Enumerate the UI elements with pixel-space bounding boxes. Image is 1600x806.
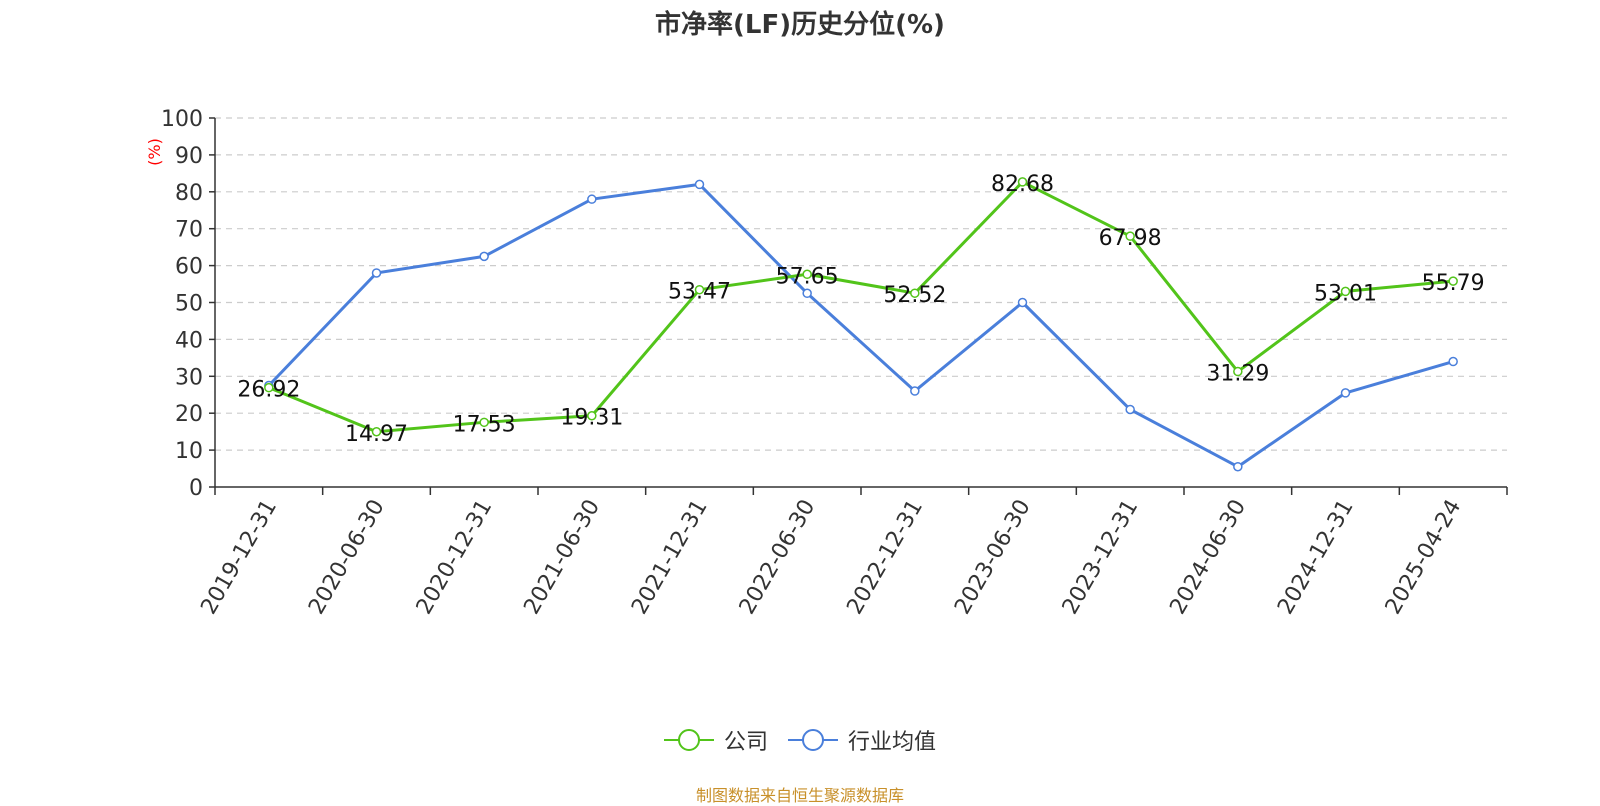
x-tick-label: 2023-12-31	[1058, 496, 1144, 619]
data-labels: 26.92 14.97 17.53 19.31 53.47 57.65 52.52 82.68…	[237, 172, 1484, 447]
chart-title: 市净率(LF)历史分位(%)	[655, 10, 945, 40]
point-industry-avg	[1017, 297, 1028, 308]
point-industry-avg	[371, 268, 382, 278]
y-tick-label: 60	[175, 255, 203, 280]
point-industry-avg	[694, 179, 705, 190]
y-tick-label: 0	[189, 476, 203, 501]
point-company	[264, 382, 274, 393]
source-note: 制图数据来自恒生聚源数据库	[695, 786, 904, 805]
legend: 公司 行业均值	[0, 724, 1600, 756]
point-company	[1125, 231, 1135, 241]
point-company	[371, 427, 382, 437]
data-label-company: 26.92	[237, 378, 300, 403]
legend-label-industry-avg: 行业均值	[848, 730, 937, 755]
y-axis-label: (%)	[145, 138, 164, 166]
series-lines	[264, 177, 1458, 472]
data-label-company: 14.97	[345, 422, 408, 447]
data-label-company: 82.68	[991, 172, 1054, 197]
x-tick-label: 2024-12-31	[1273, 496, 1359, 619]
x-tick-label: 2022-12-31	[842, 496, 928, 619]
series-line-company	[268, 180, 1454, 434]
x-tick-label: 2019-12-31	[196, 496, 282, 619]
point-industry-avg	[1233, 461, 1243, 472]
x-tick-label: 2024-06-30	[1165, 496, 1251, 619]
point-company	[910, 288, 920, 298]
point-company	[1340, 286, 1351, 297]
x-tick-label: 2021-12-31	[627, 496, 713, 619]
y-tick-label: 10	[175, 439, 203, 464]
data-label-company: 53.47	[668, 280, 731, 305]
point-company	[802, 269, 812, 280]
legend-industry-marker-icon	[788, 729, 838, 751]
x-tick-label: 2020-12-31	[412, 496, 498, 619]
y-tick-label: 70	[175, 218, 203, 243]
x-tick-label: 2021-06-30	[519, 496, 605, 619]
legend-label-company: 公司	[723, 730, 768, 755]
data-label-company: 19.31	[560, 406, 623, 431]
point-company	[1233, 366, 1243, 377]
point-company	[1017, 177, 1028, 187]
data-label-company: 52.52	[883, 283, 946, 308]
point-company	[1448, 276, 1458, 286]
x-tick-label: 2020-06-30	[304, 496, 390, 619]
legend-item-company[interactable]: 公司	[663, 724, 768, 756]
legend-company-marker-icon	[663, 729, 714, 751]
data-label-company: 67.98	[1099, 226, 1162, 251]
point-industry-avg	[1125, 404, 1135, 415]
data-label-company: 57.65	[776, 264, 839, 289]
y-tick-label: 30	[175, 365, 203, 390]
data-label-company: 17.53	[453, 412, 516, 437]
data-label-company: 55.79	[1422, 271, 1485, 296]
axes: 0 10 20 30 40 50 60 70 80 90 100 (%) 2019-12-31 2020-…	[145, 107, 1508, 619]
point-company	[694, 284, 705, 295]
point-industry-avg	[479, 251, 489, 262]
x-tick-label: 2022-06-30	[735, 496, 821, 619]
y-tick-label: 100	[161, 107, 203, 132]
data-label-company: 31.29	[1206, 362, 1269, 387]
point-industry-avg	[587, 194, 597, 204]
x-tick-label: 2023-06-30	[950, 496, 1036, 619]
x-tick-label: 2025-04-24	[1381, 496, 1467, 619]
point-industry-avg	[802, 288, 812, 299]
y-tick-label: 40	[175, 328, 203, 353]
y-tick-label: 50	[175, 292, 203, 317]
y-tick-label: 90	[175, 144, 203, 169]
point-industry-avg	[1340, 388, 1351, 398]
point-industry-avg	[1448, 356, 1458, 367]
y-tick-label: 20	[175, 402, 203, 427]
point-company	[587, 410, 597, 421]
data-label-company: 53.01	[1314, 281, 1377, 306]
point-industry-avg	[910, 386, 920, 396]
series-line-industry-avg	[267, 182, 1454, 469]
y-tick-label: 80	[175, 181, 203, 206]
legend-item-industry-avg[interactable]: 行业均值	[788, 724, 936, 756]
point-company	[479, 417, 489, 428]
